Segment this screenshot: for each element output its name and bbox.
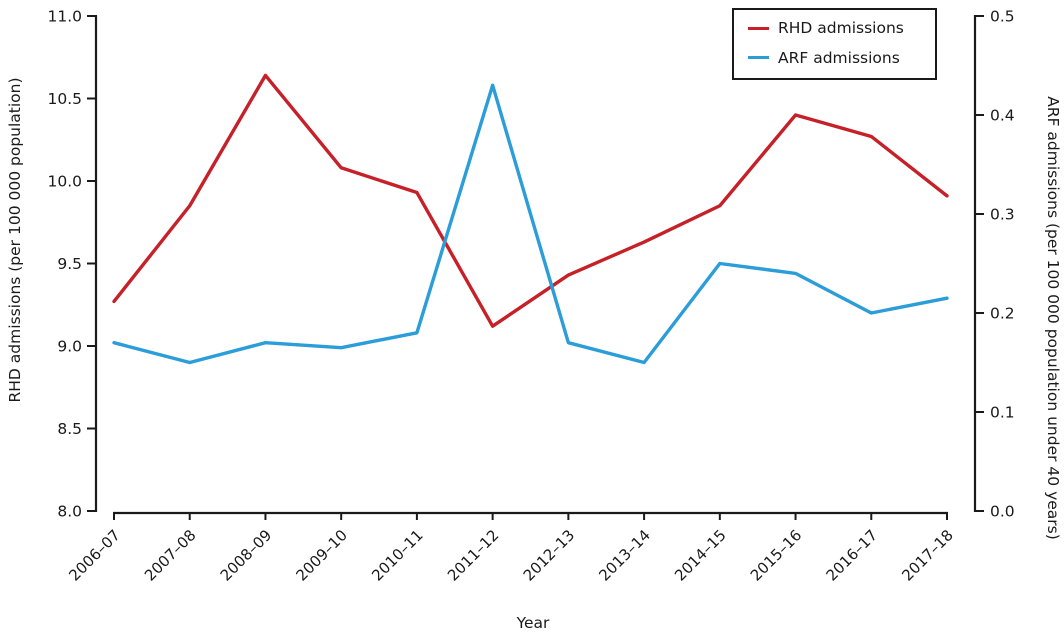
right-axis-tick-label: 0.2 xyxy=(990,305,1015,323)
x-axis-tick-label: 2008–09 xyxy=(217,526,276,585)
x-axis-tick-label: 2017–18 xyxy=(898,526,957,585)
legend: RHD admissions ARF admissions xyxy=(732,8,937,81)
right-axis-tick-label: 0.1 xyxy=(990,404,1015,422)
x-axis-tick-label: 2011–12 xyxy=(444,526,503,585)
x-axis-tick-label: 2016–17 xyxy=(823,526,882,585)
left-axis-tick-label: 11.0 xyxy=(47,8,82,26)
right-axis-tick-label: 0.3 xyxy=(990,206,1015,224)
right-axis-tick-label: 0.0 xyxy=(990,503,1015,521)
arf-series-line xyxy=(112,83,949,365)
legend-item-arf: ARF admissions xyxy=(748,49,921,68)
x-axis-tick-label: 2015–16 xyxy=(747,526,806,585)
x-axis-tick-label: 2013–14 xyxy=(595,526,654,585)
arf-line-swatch-icon xyxy=(748,56,769,60)
x-axis-tick-label: 2009–10 xyxy=(292,526,351,585)
rhd-series-line xyxy=(112,73,949,328)
left-axis-tick-label: 8.5 xyxy=(57,420,82,438)
left-axis-tick-label: 10.5 xyxy=(47,90,82,108)
x-axis-tick-label: 2014–15 xyxy=(671,526,730,585)
x-axis-tick-label: 2012–13 xyxy=(520,526,579,585)
x-axis-tick-label: 2006–07 xyxy=(65,526,124,585)
x-axis-tick-label: 2010–11 xyxy=(368,526,427,585)
legend-label-arf: ARF admissions xyxy=(778,48,900,67)
plot-area: 8.0 8.5 9.0 9.5 10.0 10.5 11.0 0.0 0.1 0.2 0.3 0.4 0… xyxy=(47,8,1014,585)
left-axis-title: RHD admissions (per 100 000 population) xyxy=(6,77,24,402)
left-axis-tick-label: 9.0 xyxy=(57,338,82,356)
left-axis-tick-label: 9.5 xyxy=(57,255,82,273)
right-axis-tick-label: 0.4 xyxy=(990,107,1015,125)
left-axis-tick-label: 10.0 xyxy=(47,173,82,191)
rhd-line-swatch-icon xyxy=(748,26,769,30)
x-axis-title: Year xyxy=(516,614,550,632)
left-axis-tick-label: 8.0 xyxy=(57,503,82,521)
legend-item-rhd: RHD admissions xyxy=(748,19,921,38)
right-axis-title: ARF admissions (per 100 000 population u… xyxy=(1044,96,1062,540)
legend-label-rhd: RHD admissions xyxy=(778,19,904,37)
x-axis-tick-label: 2007–08 xyxy=(141,526,200,585)
right-axis-tick-label: 0.5 xyxy=(990,8,1015,26)
